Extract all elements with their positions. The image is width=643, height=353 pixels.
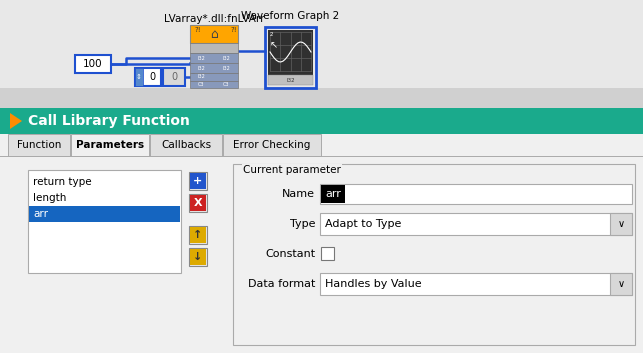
Text: arr: arr: [33, 209, 48, 219]
Text: Type: Type: [289, 219, 315, 229]
Text: Adapt to Type: Adapt to Type: [325, 219, 401, 229]
Text: ∨: ∨: [617, 219, 624, 229]
Text: return type: return type: [33, 177, 91, 187]
Text: LVarray*.dll:fnLVArr: LVarray*.dll:fnLVArr: [164, 14, 264, 24]
Bar: [75, 55, 111, 73]
Text: ↓: ↓: [194, 252, 203, 262]
Bar: [71, 134, 149, 156]
Text: ↑: ↑: [194, 230, 203, 240]
Text: ∨: ∨: [617, 279, 624, 289]
Bar: [268, 75, 313, 85]
Bar: [190, 25, 238, 43]
Text: I32: I32: [197, 55, 205, 60]
Text: X: X: [194, 198, 203, 208]
Bar: [223, 134, 321, 156]
Bar: [190, 249, 206, 265]
Bar: [190, 173, 206, 189]
Text: Error Checking: Error Checking: [233, 140, 311, 150]
Text: +: +: [194, 176, 203, 186]
Text: ↖: ↖: [270, 40, 278, 50]
Text: I32: I32: [222, 66, 230, 71]
Text: ?!: ?!: [230, 27, 237, 33]
Bar: [0, 134, 643, 353]
Bar: [268, 30, 313, 75]
Bar: [190, 81, 238, 88]
Text: arr: arr: [325, 189, 341, 199]
Bar: [135, 68, 161, 86]
Text: Callbacks: Callbacks: [161, 140, 211, 150]
Bar: [190, 43, 238, 53]
Text: I32: I32: [286, 78, 294, 83]
Text: 0: 0: [171, 72, 177, 82]
Bar: [0, 88, 643, 108]
Bar: [0, 0, 643, 108]
Text: 0: 0: [149, 72, 155, 82]
Text: Current parameter: Current parameter: [243, 165, 341, 175]
Text: length: length: [33, 193, 66, 203]
Bar: [163, 68, 185, 86]
Text: Function: Function: [17, 140, 61, 150]
Text: I32: I32: [222, 55, 230, 60]
Polygon shape: [10, 113, 22, 129]
Bar: [189, 172, 207, 190]
Text: Name: Name: [282, 189, 315, 199]
Text: ⌂: ⌂: [210, 28, 218, 41]
Bar: [135, 68, 143, 86]
Bar: [321, 185, 345, 203]
Bar: [189, 194, 207, 212]
Text: I32: I32: [197, 74, 205, 79]
Bar: [320, 184, 632, 204]
Text: 2: 2: [270, 32, 273, 37]
Bar: [189, 226, 207, 244]
Bar: [190, 73, 238, 81]
Bar: [610, 213, 632, 235]
Bar: [28, 170, 181, 273]
Bar: [150, 134, 222, 156]
Text: Call Library Function: Call Library Function: [28, 114, 190, 128]
Bar: [190, 227, 206, 243]
Text: C3: C3: [222, 82, 230, 87]
Text: I32: I32: [197, 66, 205, 71]
Bar: [190, 195, 206, 211]
Text: Waveform Graph 2: Waveform Graph 2: [241, 11, 340, 21]
Bar: [320, 213, 632, 235]
Bar: [190, 63, 238, 73]
Bar: [265, 27, 316, 88]
Bar: [0, 156, 643, 353]
Bar: [8, 134, 70, 156]
Text: Handles by Value: Handles by Value: [325, 279, 422, 289]
Bar: [320, 273, 632, 295]
Bar: [29, 206, 180, 222]
Bar: [0, 108, 643, 134]
Bar: [233, 164, 635, 345]
Text: ⇕: ⇕: [136, 74, 142, 80]
Text: Parameters: Parameters: [76, 140, 144, 150]
Text: C3: C3: [198, 82, 204, 87]
Bar: [610, 273, 632, 295]
Bar: [321, 247, 334, 260]
Text: 100: 100: [83, 59, 103, 69]
Text: Constant: Constant: [265, 249, 315, 259]
Bar: [189, 248, 207, 266]
Bar: [190, 53, 238, 63]
Text: Data format: Data format: [248, 279, 315, 289]
Text: ?!: ?!: [194, 27, 201, 33]
